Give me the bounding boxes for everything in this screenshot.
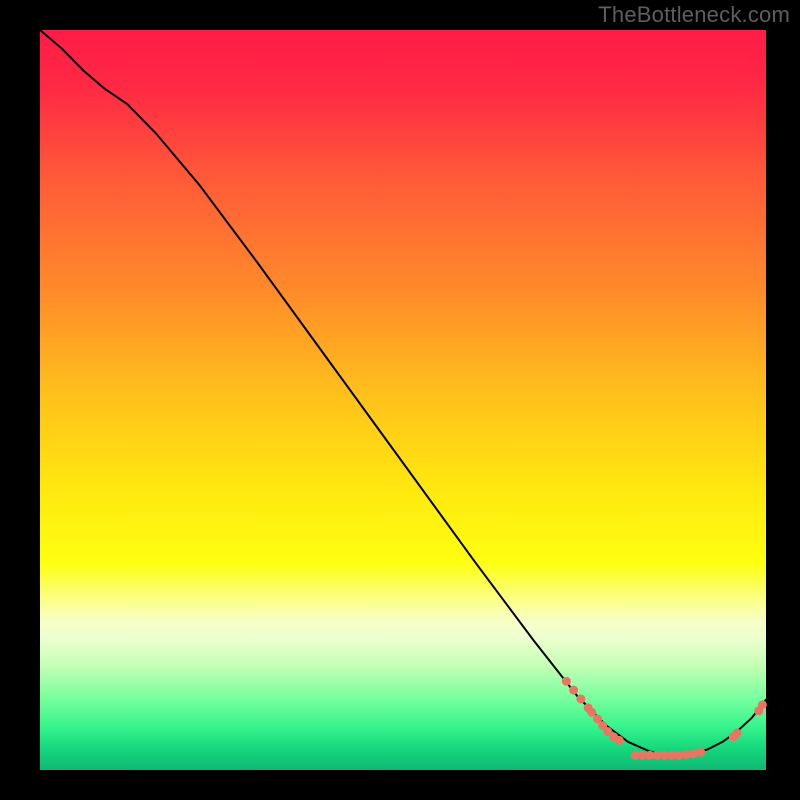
scatter-point	[758, 700, 767, 709]
scatter-point	[732, 729, 741, 738]
chart-frame: TheBottleneck.com	[0, 0, 800, 800]
scatter-point	[696, 748, 705, 757]
scatter-point	[615, 736, 624, 745]
bottleneck-curve	[40, 30, 766, 755]
chart-svg	[0, 0, 800, 800]
scatter-point	[562, 677, 571, 686]
scatter-point	[576, 694, 585, 703]
scatter-point	[569, 686, 578, 695]
